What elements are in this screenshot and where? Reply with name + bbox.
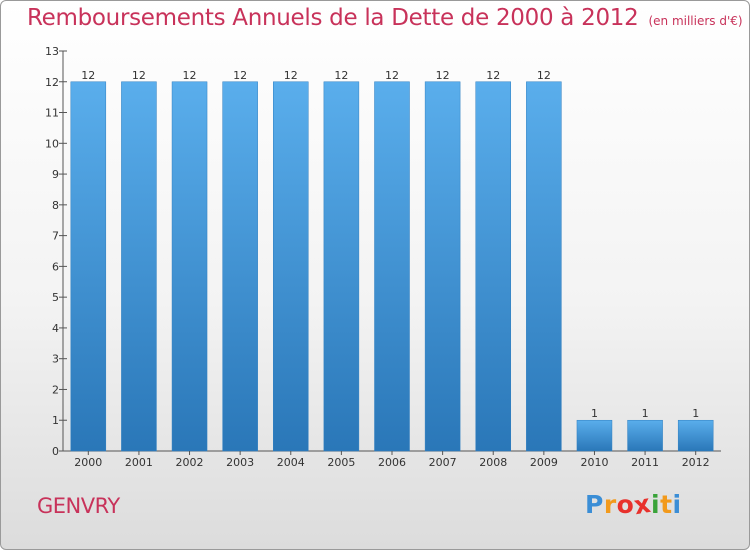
y-tick-label: 9: [52, 168, 59, 181]
y-tick-label: 2: [52, 383, 59, 396]
data-label: 1: [591, 407, 598, 420]
bar: [374, 81, 410, 452]
y-tick-label: 10: [45, 137, 59, 150]
data-label: 12: [81, 69, 95, 82]
data-label: 12: [334, 69, 348, 82]
data-label: 1: [692, 407, 699, 420]
y-tick-label: 0: [52, 445, 59, 458]
bar: [677, 419, 714, 452]
y-tick-label: 11: [45, 107, 59, 120]
x-tick-label: 2000: [74, 456, 102, 469]
x-tick-label: 2005: [327, 456, 355, 469]
data-label: 12: [486, 69, 500, 82]
commune-name: GENVRY: [37, 494, 120, 518]
y-tick-label: 3: [52, 353, 59, 366]
data-label: 12: [183, 69, 197, 82]
y-tick-label: 4: [52, 322, 59, 335]
logo-letter: P: [585, 490, 604, 519]
y-tick-label: 6: [52, 260, 59, 273]
bar: [475, 81, 511, 452]
y-tick-label: 12: [45, 76, 59, 89]
logo-letter: r: [603, 490, 617, 519]
bar: [222, 81, 258, 452]
proxiti-logo: Proxiti: [585, 489, 682, 520]
y-tick-label: 5: [52, 291, 59, 304]
data-label: 12: [284, 69, 298, 82]
bar: [526, 81, 562, 452]
logo-letter: i: [651, 490, 661, 519]
logo-letter: t: [660, 490, 673, 519]
x-tick-label: 2012: [682, 456, 710, 469]
x-tick-label: 2011: [631, 456, 659, 469]
chart-title-text: Remboursements Annuels de la Dette de 20…: [27, 5, 639, 31]
data-label: 12: [233, 69, 247, 82]
data-label: 12: [537, 69, 551, 82]
chart-subtitle: (en milliers d'€): [648, 14, 743, 28]
x-tick-label: 2007: [429, 456, 457, 469]
bar: [121, 81, 157, 452]
logo-letter: o: [616, 490, 635, 519]
chart-title: Remboursements Annuels de la Dette de 20…: [27, 5, 743, 31]
y-tick-label: 8: [52, 199, 59, 212]
data-label: 12: [132, 69, 146, 82]
x-tick-label: 2006: [378, 456, 406, 469]
bar: [70, 81, 107, 452]
x-tick-label: 2009: [530, 456, 558, 469]
y-tick-label: 13: [45, 45, 59, 58]
x-tick-label: 2001: [125, 456, 153, 469]
bar: [171, 81, 208, 452]
x-tick-label: 2003: [226, 456, 254, 469]
data-label: 12: [436, 69, 450, 82]
logo-letter: i: [672, 490, 682, 519]
y-tick-label: 7: [52, 230, 59, 243]
x-tick-label: 2002: [176, 456, 204, 469]
x-tick-label: 2004: [277, 456, 305, 469]
bar: [424, 81, 461, 452]
bar: [273, 81, 309, 452]
data-label: 1: [642, 407, 649, 420]
y-tick-label: 1: [52, 414, 59, 427]
data-label: 12: [385, 69, 399, 82]
bar: [323, 81, 360, 452]
x-tick-label: 2008: [479, 456, 507, 469]
bar: [627, 419, 663, 452]
bar: [576, 419, 613, 452]
x-tick-label: 2010: [580, 456, 608, 469]
